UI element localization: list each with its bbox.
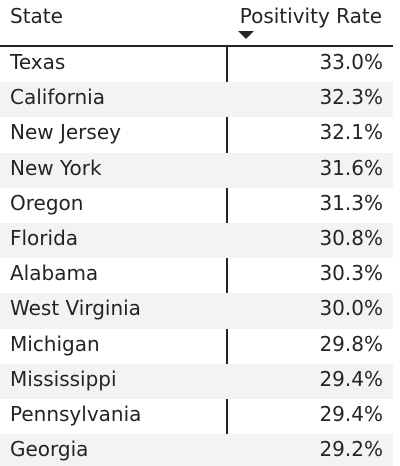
cell-state: Mississippi: [10, 366, 117, 391]
cell-state: Texas: [10, 50, 66, 74]
table-row[interactable]: Georgia 29.2%: [0, 434, 393, 466]
cell-positivity-rate: 32.1%: [319, 120, 383, 145]
cell-state: Georgia: [10, 437, 89, 462]
cell-state: Oregon: [10, 190, 84, 215]
cell-state: California: [10, 85, 105, 110]
cell-positivity-rate: 30.8%: [319, 225, 383, 250]
table-header: State Positivity Rate: [0, 0, 393, 47]
cell-state: New Jersey: [10, 120, 121, 145]
column-header-positivity-rate[interactable]: Positivity Rate: [239, 4, 382, 28]
cell-state: West Virginia: [10, 296, 141, 321]
cell-positivity-rate: 30.0%: [319, 296, 383, 321]
table-row[interactable]: New Jersey 32.1%: [0, 117, 393, 152]
cell-state: Florida: [10, 225, 79, 250]
table-body: Texas 33.0% California 32.3% New Jersey 32.1%…: [0, 47, 393, 466]
table-row[interactable]: Oregon 31.3%: [0, 188, 393, 223]
cell-state: Alabama: [10, 261, 99, 286]
cell-positivity-rate: 29.2%: [319, 437, 383, 462]
cell-state: Michigan: [10, 331, 100, 356]
table-row[interactable]: Pennsylvania 29.4%: [0, 399, 393, 434]
table-row[interactable]: West Virginia 30.0%: [0, 293, 393, 329]
cell-positivity-rate: 31.6%: [319, 155, 383, 180]
table-row[interactable]: Alabama 30.3%: [0, 258, 393, 293]
cell-positivity-rate: 30.3%: [319, 261, 383, 286]
table-row[interactable]: Texas 33.0%: [0, 47, 393, 82]
cell-positivity-rate: 32.3%: [319, 85, 383, 110]
cell-positivity-rate: 33.0%: [319, 50, 383, 74]
table-row[interactable]: California 32.3%: [0, 82, 393, 118]
table-row[interactable]: New York 31.6%: [0, 152, 393, 188]
table-row[interactable]: Michigan 29.8%: [0, 329, 393, 364]
table-row[interactable]: Mississippi 29.4%: [0, 363, 393, 399]
cell-state: Pennsylvania: [10, 401, 142, 426]
cell-positivity-rate: 31.3%: [319, 190, 383, 215]
table-row[interactable]: Florida 30.8%: [0, 222, 393, 259]
cell-positivity-rate: 29.4%: [319, 366, 383, 391]
column-header-state[interactable]: State: [10, 4, 63, 28]
cell-positivity-rate: 29.4%: [319, 401, 383, 426]
sort-descending-icon[interactable]: [238, 31, 254, 39]
cell-state: New York: [10, 155, 102, 180]
cell-positivity-rate: 29.8%: [319, 331, 383, 356]
